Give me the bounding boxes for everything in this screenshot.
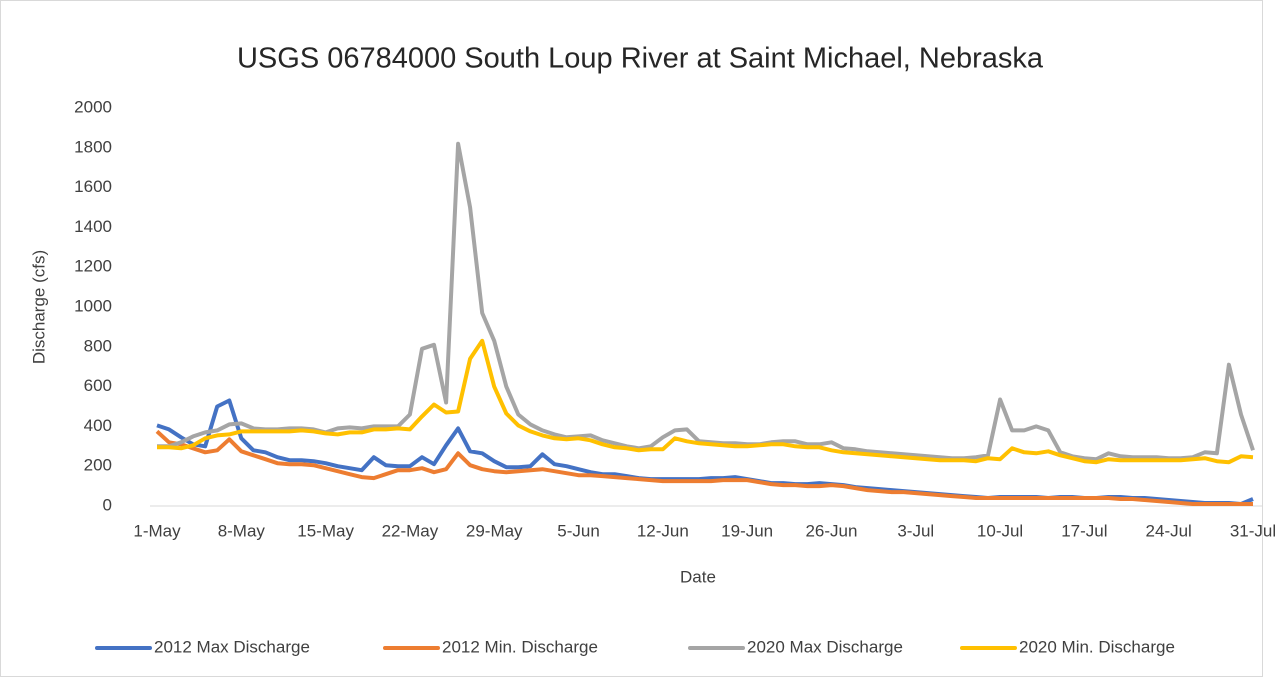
legend-label: 2020 Max Discharge (747, 637, 903, 656)
x-tick-label: 12-Jun (637, 521, 689, 540)
data-line (155, 429, 1253, 506)
x-tick-label: 3-Jul (897, 521, 934, 540)
legend-label: 2020 Min. Discharge (1019, 637, 1175, 656)
y-tick-label: 0 (103, 495, 112, 514)
x-tick-label: 5-Jun (557, 521, 600, 540)
y-tick-label: 400 (84, 416, 112, 435)
y-tick-label: 1200 (74, 257, 112, 276)
x-tick-label: 8-May (218, 521, 266, 540)
legend-label: 2012 Max Discharge (154, 637, 310, 656)
x-tick-label: 1-May (133, 521, 181, 540)
x-tick-label: 10-Jul (977, 521, 1023, 540)
y-tick-label: 1600 (74, 177, 112, 196)
x-tick-label: 17-Jul (1061, 521, 1107, 540)
x-tick-label: 19-Jun (721, 521, 773, 540)
y-tick-label: 800 (84, 336, 112, 355)
x-tick-label: 22-May (382, 521, 439, 540)
y-tick-label: 600 (84, 376, 112, 395)
x-tick-label: 31-Jul (1230, 521, 1276, 540)
y-tick-label: 1400 (74, 217, 112, 236)
data-line (157, 338, 1254, 465)
chart-title: USGS 06784000 South Loup River at Saint … (237, 43, 1044, 75)
x-tick-label: 24-Jul (1146, 521, 1192, 540)
x-tick-label: 15-May (297, 521, 354, 540)
y-tick-label: 1800 (74, 137, 112, 156)
x-tick-label: 29-May (466, 521, 523, 540)
y-tick-label: 1000 (74, 296, 112, 315)
y-tick-label: 200 (84, 456, 112, 475)
x-axis-label: Date (680, 567, 716, 586)
y-axis-label: Discharge (cfs) (29, 250, 48, 364)
legend-label: 2012 Min. Discharge (442, 637, 598, 656)
y-tick-label: 2000 (74, 97, 112, 116)
x-tick-label: 26-Jun (805, 521, 857, 540)
